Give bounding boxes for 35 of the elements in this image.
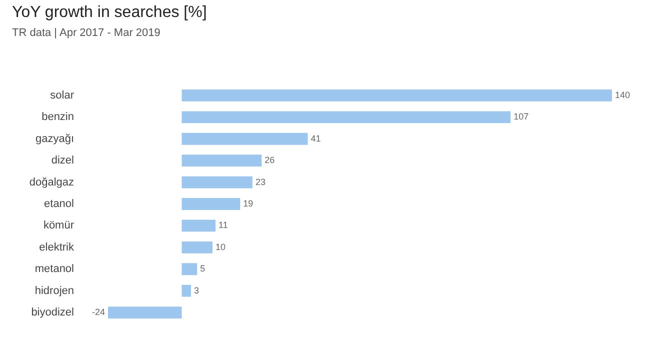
data-label: 10 [215,242,226,252]
data-label: 107 [514,112,529,122]
data-label: 19 [243,198,254,208]
bar [182,284,191,297]
data-label: 23 [255,176,266,187]
bar [182,132,308,145]
y-tick-label: doğalgaz [29,176,74,188]
data-label: 11 [218,220,228,230]
y-tick-label: dizel [51,154,74,167]
bar [182,241,212,254]
chart-title: YoY growth in searches [%] [12,4,207,22]
data-label: 3 [194,285,199,296]
bar [182,111,511,124]
y-tick-label: etanol [44,198,74,210]
y-tick-label: kömür [43,220,74,232]
y-tick-label: hidrojen [34,284,74,297]
data-label: 140 [615,90,630,100]
bar [182,198,240,210]
y-tick-label: metanol [34,263,74,276]
data-label: -24 [92,307,105,318]
y-tick-label: biyodizel [31,306,74,319]
bar [182,263,198,276]
y-tick-label: benzin [42,111,74,124]
chart-subtitle: TR data | Apr 2017 - Mar 2019 [12,27,160,39]
bar [182,220,216,232]
bar [108,306,182,319]
bar [182,154,262,167]
y-tick-label: gazyağı [35,132,74,145]
data-label: 41 [310,133,321,144]
data-label: 26 [264,155,275,166]
bar [182,89,612,102]
y-tick-label: elektrik [39,241,74,254]
y-tick-label: solar [50,89,74,102]
bar [182,176,252,188]
data-label: 5 [200,264,206,274]
